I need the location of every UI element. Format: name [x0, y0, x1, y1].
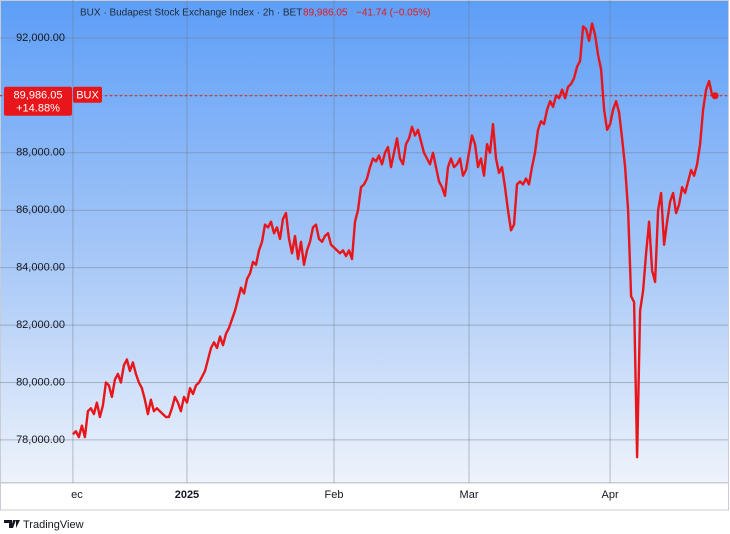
- y-tick-label: 84,000.00: [16, 262, 65, 274]
- header-change: −41.74 (−0.05%): [356, 8, 431, 19]
- price-tag-box: [4, 86, 72, 116]
- last-point: [711, 92, 719, 100]
- price-tag-change: +14.88%: [16, 103, 60, 115]
- y-tick-label: 78,000.00: [16, 434, 65, 446]
- footer-brand: TradingView: [23, 519, 84, 531]
- y-tick-label: 92,000.00: [16, 32, 65, 44]
- x-axis-area: [0, 482, 729, 511]
- y-tick-label: 86,000.00: [16, 204, 65, 216]
- price-line: [72, 22, 716, 459]
- y-tick-label: 88,000.00: [16, 147, 65, 159]
- plot-area: [0, 0, 729, 483]
- x-tick-label: 2025: [175, 489, 199, 501]
- x-tick-label: ec: [71, 489, 83, 501]
- logo: TradingView: [4, 519, 84, 531]
- y-tick-label: 80,000.00: [16, 376, 65, 388]
- y-tick-label: 82,000.00: [16, 319, 65, 331]
- price-tag-value: 89,986.05: [14, 90, 63, 102]
- x-tick-label: Apr: [602, 489, 619, 501]
- header-price: 89,986.05: [303, 8, 348, 19]
- price-tag-name-box: [73, 86, 102, 103]
- x-tick-label: Mar: [460, 489, 479, 501]
- price-tag-name: BUX: [76, 90, 99, 102]
- chart-title: BUX · Budapest Stock Exchange Index · 2h…: [80, 8, 302, 19]
- x-tick-label: Feb: [325, 489, 344, 501]
